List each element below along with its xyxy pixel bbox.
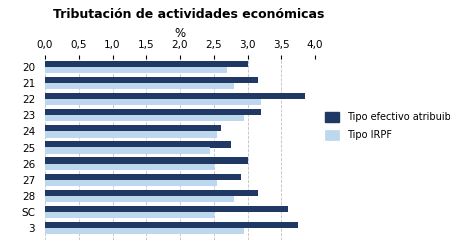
- Bar: [45, 222, 298, 228]
- Bar: [45, 190, 257, 196]
- Bar: [45, 93, 305, 99]
- Bar: [45, 132, 217, 138]
- Bar: [45, 212, 214, 218]
- Bar: [45, 158, 248, 164]
- Bar: [45, 109, 261, 115]
- Bar: [45, 115, 244, 121]
- Bar: [45, 164, 214, 170]
- Bar: [45, 148, 211, 154]
- Bar: [45, 61, 248, 67]
- Bar: [45, 174, 241, 180]
- Bar: [45, 180, 217, 186]
- Legend: Tipo efectivo atribuible, Tipo IRPF: Tipo efectivo atribuible, Tipo IRPF: [325, 112, 450, 140]
- Bar: [45, 196, 234, 202]
- Bar: [45, 99, 261, 105]
- Bar: [45, 67, 227, 73]
- Text: Tributación de actividades económicas: Tributación de actividades económicas: [53, 8, 325, 20]
- Bar: [45, 83, 234, 89]
- Bar: [45, 228, 244, 234]
- Bar: [45, 125, 220, 132]
- X-axis label: %: %: [175, 27, 185, 40]
- Bar: [45, 77, 257, 83]
- Bar: [45, 142, 230, 148]
- Bar: [45, 206, 288, 212]
